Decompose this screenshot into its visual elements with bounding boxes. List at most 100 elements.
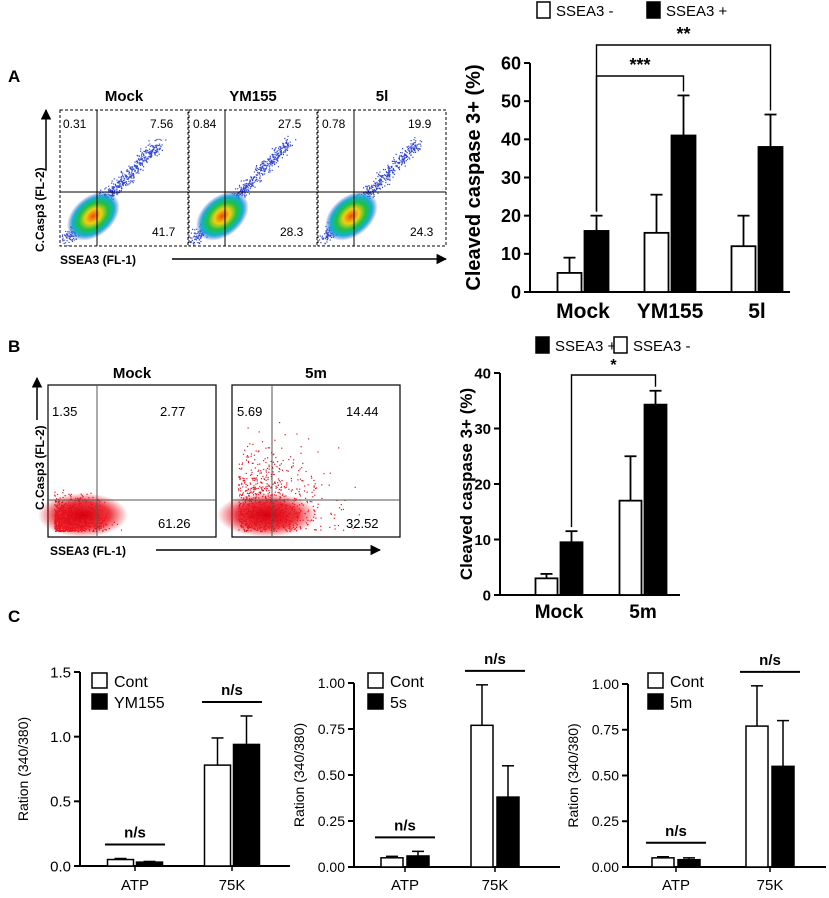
flow-dot — [197, 237, 199, 239]
flow-dot — [154, 146, 156, 148]
legend-label: 5m — [670, 695, 692, 712]
flow-dot — [253, 477, 255, 479]
flow-dot — [388, 183, 391, 185]
flow-dot — [326, 241, 328, 243]
flow-dot — [117, 185, 119, 187]
flow-dot — [254, 176, 256, 178]
flow-dot — [391, 171, 394, 173]
flow-dot — [268, 471, 270, 473]
flow-dot — [297, 474, 299, 476]
flow-dot — [379, 180, 381, 182]
flow-dot — [265, 476, 267, 478]
flow-dot — [136, 167, 138, 170]
flow-dot — [264, 165, 266, 167]
flow-dot — [273, 159, 275, 161]
flow-dot — [154, 150, 157, 152]
flow-dot — [416, 148, 419, 150]
flow-dot — [415, 144, 417, 146]
flow-dot — [265, 461, 267, 464]
flow-dot — [380, 175, 382, 177]
flow-dot — [376, 187, 378, 189]
flow-dot — [330, 513, 332, 515]
flow-dot — [242, 477, 244, 479]
legend-label: SSEA3 + — [555, 338, 617, 355]
flow-dot — [411, 150, 413, 152]
flow-dot — [365, 185, 367, 188]
flow-dot — [289, 141, 291, 143]
flow-dot — [412, 156, 414, 158]
flow-dot — [366, 188, 368, 190]
flow-dot — [276, 486, 278, 488]
flow-dot — [389, 171, 391, 173]
y-tick-label: 0 — [511, 282, 521, 302]
flow-dot — [254, 486, 256, 488]
flow-dot — [271, 160, 273, 162]
flow-dot — [398, 167, 400, 169]
flow-dot — [242, 492, 244, 494]
flow-dot — [276, 151, 278, 153]
flow-dot — [133, 180, 135, 182]
flow-dot — [260, 167, 262, 169]
flow-dot — [122, 182, 124, 184]
y-tick-label: 0.5 — [50, 794, 71, 811]
flow-dot — [252, 185, 254, 187]
flow-dot — [127, 170, 129, 172]
flow-dot — [113, 178, 115, 180]
flow-dot — [269, 162, 271, 164]
flow-dot — [246, 484, 249, 487]
flow-dot — [293, 459, 295, 461]
flow-dot — [251, 471, 253, 473]
flow-dot — [259, 175, 261, 177]
flow-dot — [129, 182, 131, 184]
bar-ssea3- — [670, 134, 697, 293]
flow-dot — [62, 240, 64, 242]
flow-dot — [379, 179, 381, 181]
flow-dot-cloud — [319, 137, 423, 247]
flow-dot-cloud — [190, 135, 297, 246]
flow-dot — [385, 179, 387, 181]
bar-ssea3- — [730, 245, 757, 293]
flow-dot — [263, 168, 265, 170]
flow-dot — [402, 160, 404, 162]
flow-dot — [388, 167, 390, 169]
flow-dot — [248, 189, 250, 192]
flow-dot — [263, 478, 265, 480]
flow-dot — [304, 485, 306, 487]
flow-dot — [149, 145, 151, 147]
flow-dot — [298, 470, 300, 472]
flow-dot — [286, 154, 288, 156]
flow-dot — [122, 175, 124, 177]
flow-dot — [417, 148, 419, 150]
flow-dot — [112, 192, 114, 194]
flow-dot — [252, 184, 254, 186]
flow-dot — [272, 467, 274, 469]
flow-dot — [314, 483, 316, 485]
flow-dot — [64, 242, 66, 244]
flow-dot — [131, 168, 133, 171]
flow-dot — [245, 185, 247, 188]
flow-dot — [249, 489, 251, 491]
flow-dot — [315, 487, 317, 490]
flow-dot — [154, 152, 157, 154]
flow-dot — [375, 182, 377, 184]
flow-dot — [130, 166, 132, 168]
legend: SSEA3 + SSEA3 - — [535, 336, 691, 355]
flow-dot — [410, 154, 412, 156]
flow-dot — [372, 193, 374, 195]
flow-dot — [419, 140, 421, 142]
flow-dot — [269, 158, 271, 160]
flow-dot — [131, 173, 134, 175]
flow-dot — [377, 176, 379, 178]
flow-dot — [165, 139, 167, 141]
flow-dot — [126, 183, 128, 185]
flow-dot — [191, 241, 193, 243]
flow-dot — [393, 157, 395, 159]
flow-dot — [385, 181, 387, 184]
x-category-label: ATP — [121, 877, 149, 894]
flow-dot — [238, 476, 240, 479]
flow-dot — [239, 476, 241, 478]
y-tick-label: 10 — [474, 532, 491, 549]
significance-label: * — [610, 357, 617, 374]
flow-dot — [404, 153, 406, 155]
flow-dot — [409, 152, 411, 154]
